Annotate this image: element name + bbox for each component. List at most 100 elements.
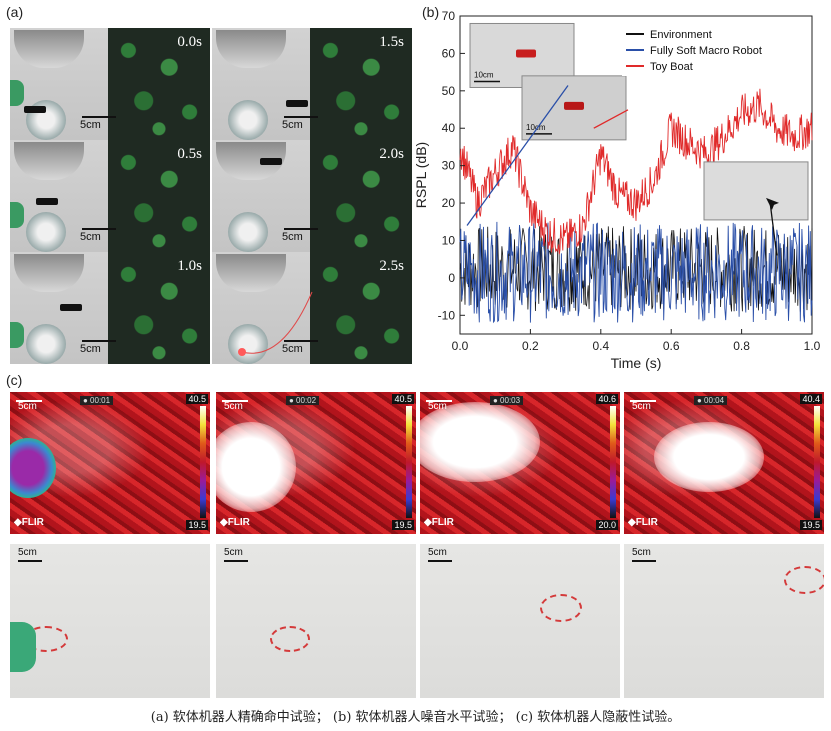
- visible-photo-2: 5cm: [216, 544, 416, 698]
- scale-bar: [428, 560, 452, 562]
- y-tick-label: 70: [442, 10, 456, 23]
- frame-time: 2.5s: [379, 258, 404, 274]
- arrow-environment: [769, 201, 778, 256]
- scale-bar: [82, 228, 116, 230]
- lens-icon: [228, 212, 268, 252]
- glove: [10, 622, 36, 672]
- lens-icon: [26, 212, 66, 252]
- frame-a-5: 1.0s 5cm: [10, 252, 210, 364]
- temperature-colorbar: [814, 406, 820, 518]
- scale-bar: [632, 560, 656, 562]
- rspl-chart: 0.0 0.2 0.4 0.6 0.8 1.0 -10 0 10 20 30 40 50 60 70 Time…: [413, 10, 821, 371]
- camera-inset: [216, 30, 286, 68]
- x-tick-label: 0.0: [452, 339, 469, 353]
- flir-logo: ◆FLIR: [220, 517, 250, 528]
- glove: [10, 202, 24, 228]
- scale-label: 5cm: [224, 401, 243, 412]
- warm-wake: [654, 422, 764, 492]
- temperature-colorbar: [610, 406, 616, 518]
- temp-max: 40.5: [392, 394, 414, 404]
- y-tick-label: 30: [442, 159, 456, 173]
- robot-boat: [24, 106, 46, 113]
- scale-label: 5cm: [428, 401, 447, 412]
- scale-bar: [82, 116, 116, 118]
- scale-bar: [16, 400, 42, 402]
- scale-bar: [222, 400, 248, 402]
- scale-bar: [426, 400, 452, 402]
- camera-inset: [14, 142, 84, 180]
- y-tick-label: 10: [442, 233, 456, 247]
- robot-location-marker: [270, 626, 310, 652]
- panel-a-label: (a): [6, 4, 24, 20]
- scale-label: 5cm: [282, 231, 303, 243]
- scale-label: 5cm: [632, 547, 651, 558]
- x-tick-label: 0.2: [522, 339, 539, 353]
- thermal-frame-2: 5cm ● 00:02 40.5 19.5 ◆FLIR: [216, 392, 416, 534]
- visible-photo-1: 5cm: [10, 544, 210, 698]
- glove: [10, 80, 24, 106]
- x-tick-label: 0.6: [663, 339, 680, 353]
- panel-c-label: (c): [6, 372, 23, 388]
- recording-timestamp: ● 00:03: [490, 396, 524, 405]
- robot-boat: [286, 100, 308, 107]
- scale-bar: [224, 560, 248, 562]
- robot-location-marker: [784, 566, 824, 594]
- scale-label: 5cm: [282, 343, 303, 355]
- flir-logo: ◆FLIR: [628, 517, 658, 528]
- legend-box: [622, 22, 808, 76]
- frame-time: 1.0s: [177, 258, 202, 274]
- scale-label: 5cm: [224, 547, 243, 558]
- frame-a-3: 0.5s 5cm: [10, 140, 210, 252]
- thermal-frame-1: 5cm ● 00:01 40.5 19.5 ◆FLIR: [10, 392, 210, 534]
- y-tick-label: 20: [442, 196, 456, 210]
- temperature-colorbar: [406, 406, 412, 518]
- glove: [10, 322, 24, 348]
- frame-time: 1.5s: [379, 34, 404, 50]
- camera-inset: [14, 30, 84, 68]
- recording-timestamp: ● 00:04: [694, 396, 728, 405]
- robot-boat: [260, 158, 282, 165]
- figure-caption: (a) 软体机器人精确命中试验； (b) 软体机器人噪音水平试验； (c) 软体…: [150, 710, 681, 725]
- legend-entry: Fully Soft Macro Robot: [650, 45, 762, 57]
- y-tick-label: 50: [442, 84, 456, 98]
- frame-time: 2.0s: [379, 146, 404, 162]
- scale-label: 5cm: [80, 343, 101, 355]
- thermal-frame-3: 5cm ● 00:03 40.6 20.0 ◆FLIR: [420, 392, 620, 534]
- camera-inset: [14, 254, 84, 292]
- warm-wake: [216, 422, 296, 512]
- frame-a-4: 2.0s 5cm: [212, 140, 412, 252]
- thermal-frame-4: 5cm ● 00:04 40.4 19.5 ◆FLIR: [624, 392, 824, 534]
- scale-bar: [82, 340, 116, 342]
- laser-trajectory: [241, 291, 313, 354]
- visible-photo-3: 5cm: [420, 544, 620, 698]
- scale-bar: [284, 228, 318, 230]
- inset-boat-1: [516, 49, 536, 58]
- scale-label: 5cm: [80, 119, 101, 131]
- frame-time: 0.5s: [177, 146, 202, 162]
- camera-inset: [216, 254, 286, 292]
- y-tick-label: 0: [448, 271, 455, 285]
- temp-min: 19.5: [186, 520, 208, 530]
- temp-max: 40.6: [596, 394, 618, 404]
- y-tick-label: 60: [442, 46, 456, 60]
- y-tick-label: -10: [438, 308, 456, 322]
- temp-min: 19.5: [800, 520, 822, 530]
- temperature-colorbar: [200, 406, 206, 518]
- arrow-toy-boat: [593, 109, 629, 129]
- flir-logo: ◆FLIR: [14, 517, 44, 528]
- scale-label: 5cm: [18, 547, 37, 558]
- frame-time: 0.0s: [177, 34, 202, 50]
- inset-robot-3: [766, 197, 779, 210]
- lens-icon: [228, 100, 268, 140]
- recording-timestamp: ● 00:02: [286, 396, 320, 405]
- legend-entry: Toy Boat: [650, 61, 693, 73]
- warm-wake: [420, 402, 540, 482]
- arrow-robot: [466, 85, 569, 226]
- inset-scale-label-1: 10cm: [474, 70, 494, 79]
- scale-label: 5cm: [80, 231, 101, 243]
- scale-bar: [18, 560, 42, 562]
- hit-point: [238, 348, 246, 356]
- temp-min: 20.0: [596, 520, 618, 530]
- scale-bar: [284, 340, 318, 342]
- robot-boat: [36, 198, 58, 205]
